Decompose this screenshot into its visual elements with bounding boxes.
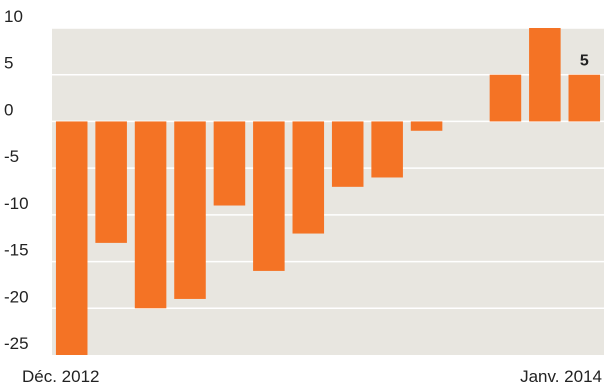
y-tick-label: -20 bbox=[4, 287, 29, 306]
bars bbox=[55, 28, 601, 355]
bar bbox=[95, 121, 127, 243]
bar bbox=[489, 74, 522, 122]
y-tick-label: 5 bbox=[4, 54, 13, 73]
bar bbox=[292, 121, 325, 234]
data-label: 5 bbox=[580, 53, 589, 70]
x-axis-label-end: Janv. 2014 bbox=[520, 367, 602, 386]
x-axis-label-start: Déc. 2012 bbox=[22, 367, 100, 386]
bar bbox=[213, 121, 246, 206]
y-tick-label: 10 bbox=[4, 7, 23, 26]
bar bbox=[253, 121, 285, 271]
y-tick-label: -15 bbox=[4, 241, 29, 260]
y-tick-label: -10 bbox=[4, 194, 29, 213]
data-labels: 5 bbox=[580, 53, 589, 70]
bar bbox=[55, 121, 88, 355]
bar bbox=[529, 28, 561, 122]
y-axis-tick-labels: 10 5 0 -5 -10 -15 -20 -25 bbox=[4, 7, 29, 353]
bar bbox=[371, 121, 403, 178]
bar bbox=[134, 121, 167, 309]
bar bbox=[568, 74, 601, 122]
bar bbox=[410, 121, 443, 131]
y-tick-label: -25 bbox=[4, 334, 29, 353]
y-tick-label: -5 bbox=[4, 147, 19, 166]
bar bbox=[331, 121, 364, 187]
y-tick-label: 0 bbox=[4, 100, 13, 119]
bar bbox=[174, 121, 206, 299]
